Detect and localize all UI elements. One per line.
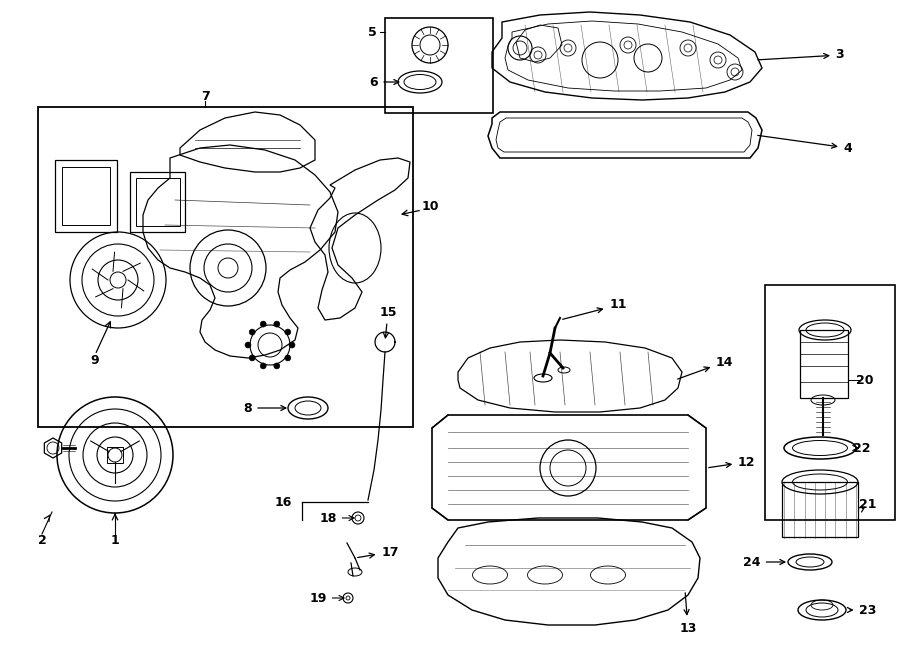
Text: 4: 4	[758, 136, 852, 155]
Circle shape	[249, 355, 256, 361]
Text: 18: 18	[320, 512, 354, 524]
Bar	[38, 107, 413, 427]
Text: 6: 6	[370, 75, 399, 89]
Bar	[385, 18, 493, 113]
Bar	[765, 285, 895, 520]
Text: 12: 12	[708, 455, 755, 469]
Bar	[782, 482, 858, 537]
Circle shape	[284, 355, 291, 361]
Bar	[62, 167, 110, 225]
Circle shape	[284, 329, 291, 335]
Text: 16: 16	[274, 496, 292, 508]
Text: 3: 3	[758, 48, 844, 61]
Bar	[55, 160, 117, 232]
Text: 20: 20	[856, 373, 874, 387]
Text: 9: 9	[91, 354, 99, 366]
Text: 15: 15	[379, 305, 397, 338]
Circle shape	[274, 363, 280, 369]
Bar	[107, 447, 123, 463]
Text: 19: 19	[310, 592, 344, 605]
Text: 7: 7	[201, 91, 210, 104]
Text: 23: 23	[848, 603, 877, 617]
Text: 10: 10	[421, 200, 439, 214]
Text: 21: 21	[859, 498, 877, 512]
Text: 1: 1	[111, 533, 120, 547]
Circle shape	[245, 342, 251, 348]
Text: 11: 11	[562, 299, 626, 319]
Circle shape	[249, 329, 256, 335]
Text: 8: 8	[244, 401, 286, 414]
Text: 22: 22	[853, 442, 871, 455]
Text: 17: 17	[357, 545, 399, 559]
Circle shape	[274, 321, 280, 327]
Text: 13: 13	[680, 593, 697, 635]
Text: 24: 24	[743, 555, 785, 568]
Bar	[130, 172, 185, 232]
Circle shape	[289, 342, 295, 348]
Text: 14: 14	[678, 356, 734, 379]
Bar	[136, 178, 180, 226]
Text: 5: 5	[367, 26, 376, 38]
Circle shape	[260, 321, 266, 327]
Circle shape	[260, 363, 266, 369]
Text: 2: 2	[38, 533, 47, 547]
Bar	[800, 330, 848, 398]
